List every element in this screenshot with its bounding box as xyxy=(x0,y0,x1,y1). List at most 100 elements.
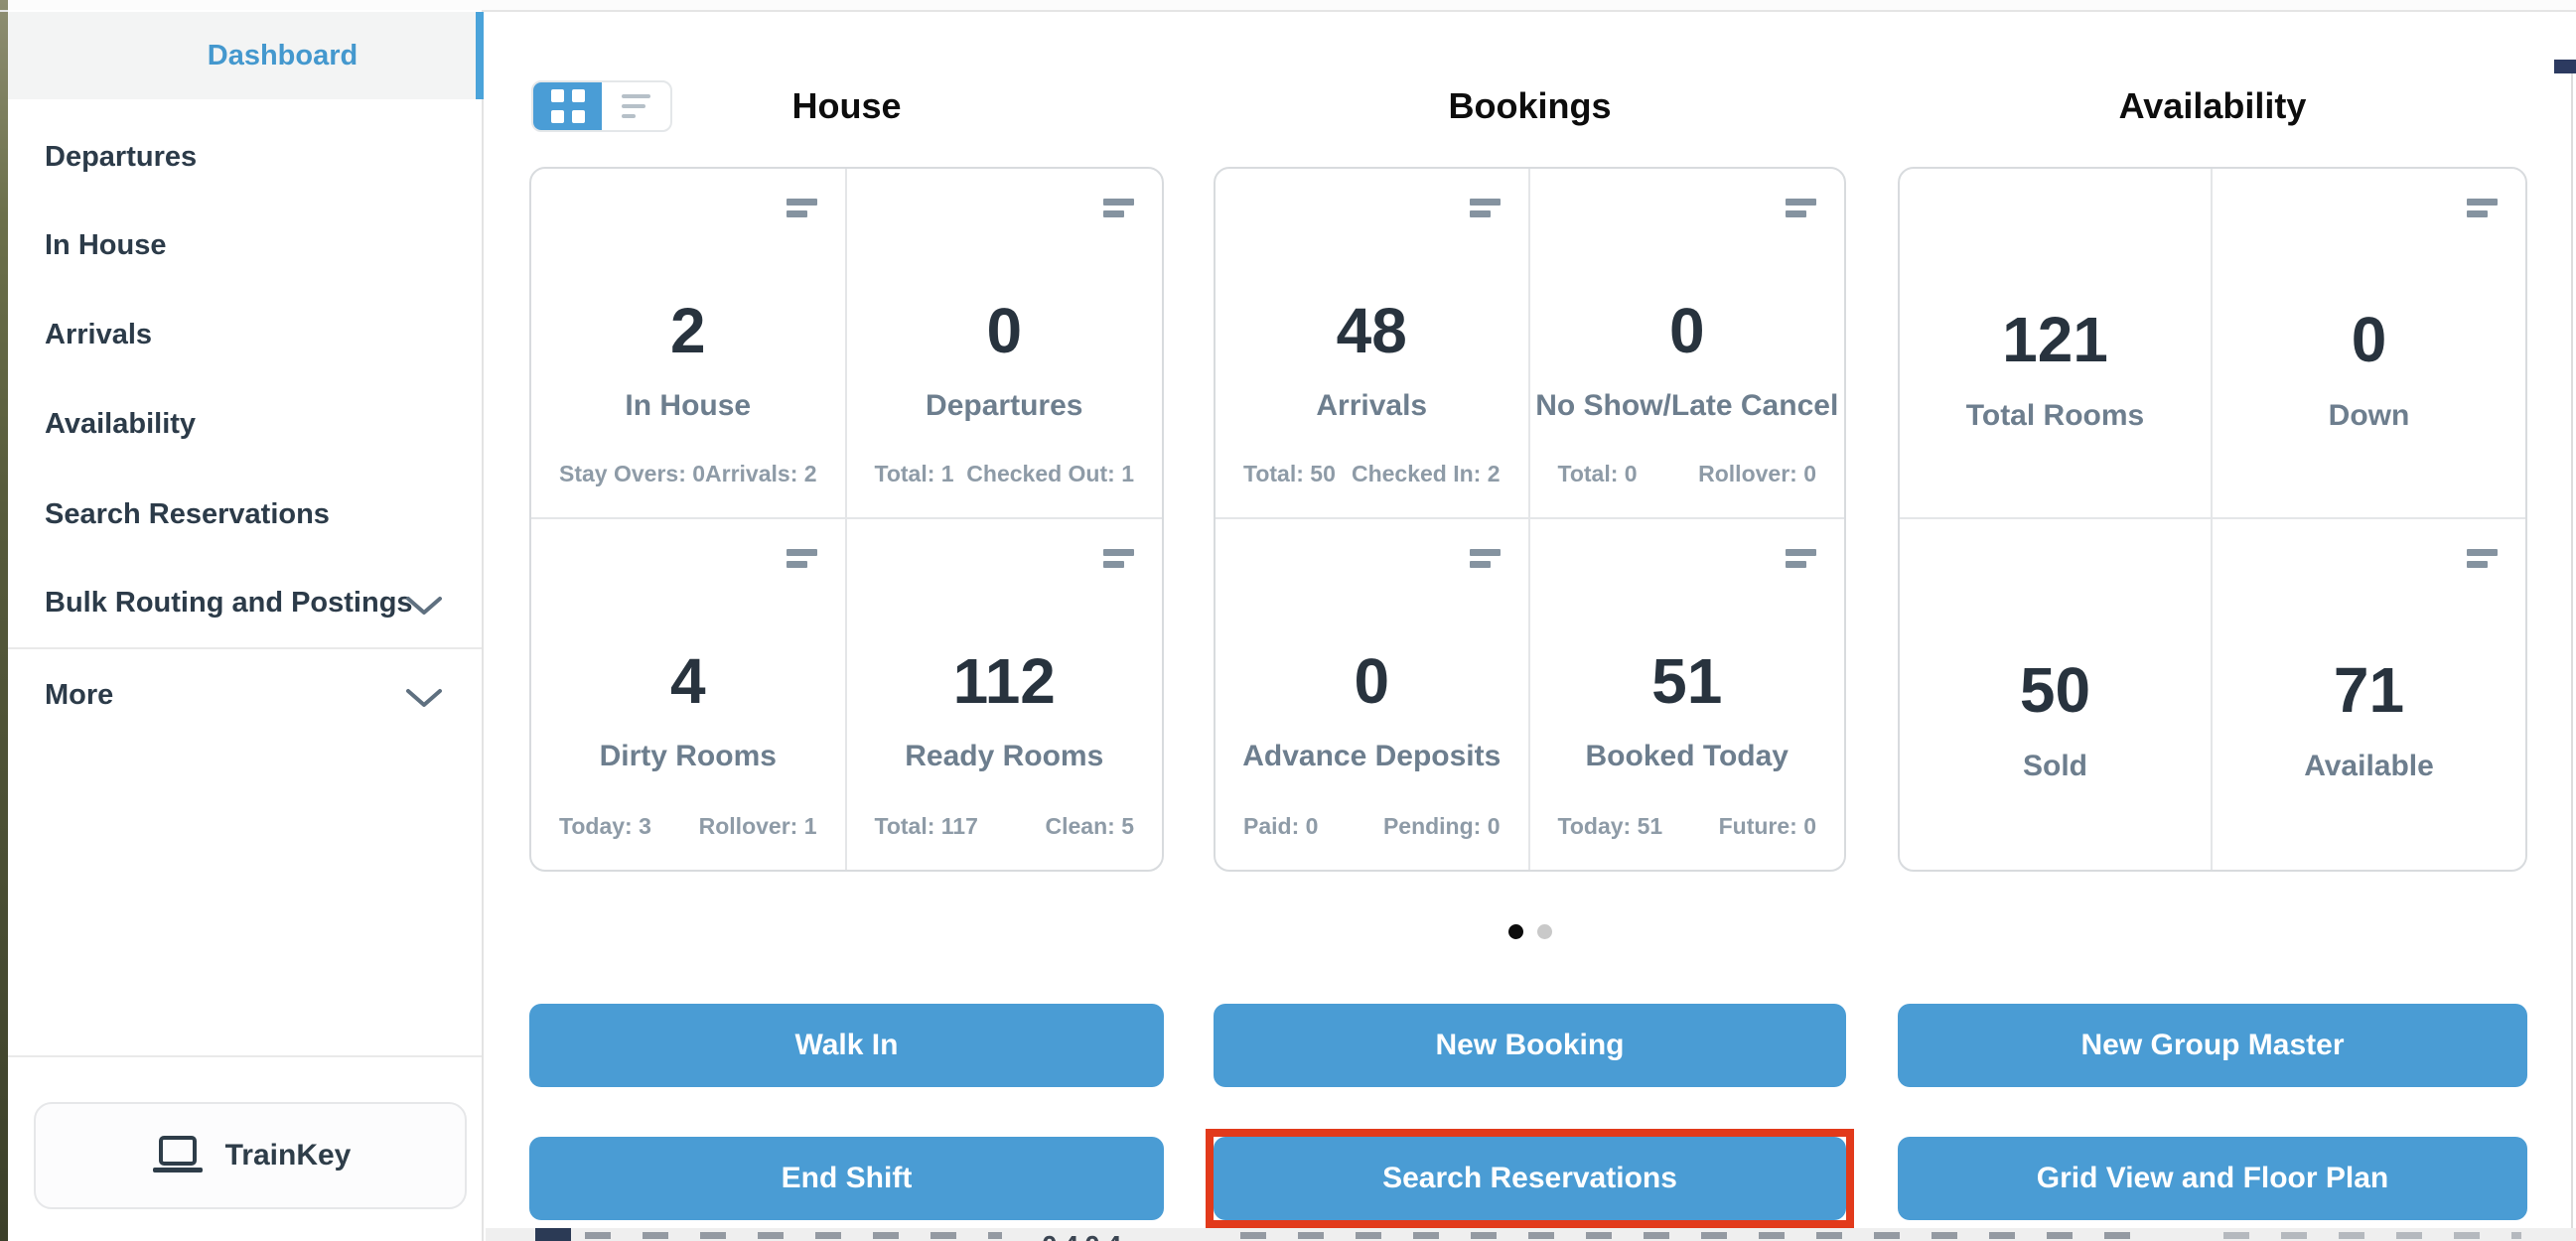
card-label: Dirty Rooms xyxy=(599,740,777,772)
availability-card-group: 121 Total Rooms 0 Down 50 Sold 71 Availa… xyxy=(1898,167,2527,872)
card-label: Total Rooms xyxy=(1965,399,2145,432)
walk-in-button[interactable]: Walk In xyxy=(529,1004,1164,1087)
carousel-dot-active[interactable] xyxy=(1507,924,1523,939)
list-view-button[interactable] xyxy=(602,82,670,130)
card-menu-icon[interactable] xyxy=(1469,199,1501,217)
card-stat-left: Paid: 0 xyxy=(1243,813,1319,839)
card-stat-right: Checked Out: 1 xyxy=(966,461,1134,486)
active-indicator-bar xyxy=(476,12,484,99)
card-label: Arrivals xyxy=(1316,389,1428,422)
sidebar-item-in-house[interactable]: In House xyxy=(45,229,167,261)
stat-card-advance-deposits[interactable]: 0 Advance Deposits Paid: 0 Pending: 0 xyxy=(1216,519,1530,870)
bookings-card-group: 48 Arrivals Total: 50 Checked In: 2 0 No… xyxy=(1214,167,1846,872)
stat-card-booked-today[interactable]: 51 Booked Today Today: 51 Future: 0 xyxy=(1530,519,1845,870)
clipped-footer-block xyxy=(535,1228,571,1241)
card-value: 2 xyxy=(669,295,706,366)
sidebar-item-label: Dashboard xyxy=(207,40,358,71)
new-booking-button[interactable]: New Booking xyxy=(1214,1004,1846,1087)
window-top-band xyxy=(8,0,2576,10)
card-stat-right: Arrivals: 2 xyxy=(705,461,817,486)
grid-view-floor-plan-button[interactable]: Grid View and Floor Plan xyxy=(1898,1137,2527,1220)
card-value: 50 xyxy=(2019,654,2091,726)
sidebar-item-availability[interactable]: Availability xyxy=(45,408,197,440)
stat-card-no-show[interactable]: 0 No Show/Late Cancel Total: 0 Rollover:… xyxy=(1529,169,1844,519)
view-mode-toggle xyxy=(531,80,672,132)
card-label: Advance Deposits xyxy=(1242,740,1502,772)
trainkey-button[interactable]: TrainKey xyxy=(34,1102,467,1209)
card-menu-icon[interactable] xyxy=(786,549,817,568)
new-group-master-button[interactable]: New Group Master xyxy=(1898,1004,2527,1087)
card-stat-right: Future: 0 xyxy=(1718,813,1816,839)
chevron-down-icon xyxy=(406,597,442,615)
stat-card-total-rooms[interactable]: 121 Total Rooms xyxy=(1900,169,2213,519)
card-menu-icon[interactable] xyxy=(1786,199,1816,217)
card-label: In House xyxy=(625,389,752,422)
stat-card-dirty-rooms[interactable]: 4 Dirty Rooms Today: 3 Rollover: 1 xyxy=(531,519,847,870)
laptop-icon xyxy=(152,1136,203,1172)
clipped-footer-row: 0404 xyxy=(486,1228,2576,1241)
card-stat-left: Total: 1 xyxy=(874,461,954,486)
carousel-dots xyxy=(1214,924,1846,939)
clipped-footer-text-tops xyxy=(585,1232,1002,1239)
card-value: 0 xyxy=(1668,295,1705,366)
stat-card-departures[interactable]: 0 Departures Total: 1 Checked Out: 1 xyxy=(846,169,1162,519)
card-stat-right: Rollover: 0 xyxy=(1698,461,1816,486)
card-stat-left: Total: 50 xyxy=(1243,461,1336,486)
card-value: 4 xyxy=(669,645,706,717)
sidebar-item-arrivals[interactable]: Arrivals xyxy=(45,319,153,350)
card-menu-icon[interactable] xyxy=(1103,199,1134,217)
clipped-edge-element xyxy=(2554,60,2576,73)
trainkey-label: TrainKey xyxy=(224,1139,352,1172)
sidebar-item-more[interactable]: More xyxy=(45,679,114,711)
window-top-border xyxy=(0,10,2576,12)
carousel-dot[interactable] xyxy=(1536,924,1552,939)
card-value: 48 xyxy=(1336,295,1407,366)
card-label: No Show/Late Cancel xyxy=(1535,389,1839,422)
stat-card-down[interactable]: 0 Down xyxy=(2213,169,2525,519)
card-label: Down xyxy=(2328,399,2410,432)
card-menu-icon[interactable] xyxy=(1469,549,1501,568)
stat-card-arrivals[interactable]: 48 Arrivals Total: 50 Checked In: 2 xyxy=(1216,169,1530,519)
list-view-icon xyxy=(622,94,650,118)
card-value: 51 xyxy=(1651,645,1723,717)
sidebar-item-departures[interactable]: Departures xyxy=(45,141,198,173)
card-value: 0 xyxy=(1354,645,1390,717)
card-stat-right: Clean: 5 xyxy=(1045,813,1134,839)
sidebar-item-dashboard[interactable]: Dashboard xyxy=(8,12,484,99)
sidebar-item-search-reservations[interactable]: Search Reservations xyxy=(45,498,330,530)
card-stat-left: Total: 0 xyxy=(1557,461,1638,486)
sidebar-divider xyxy=(8,1055,482,1057)
card-menu-icon[interactable] xyxy=(2467,549,2498,568)
card-stat-left: Today: 3 xyxy=(559,813,651,839)
card-menu-icon[interactable] xyxy=(786,199,817,217)
stat-card-sold[interactable]: 50 Sold xyxy=(1900,519,2213,870)
end-shift-button[interactable]: End Shift xyxy=(529,1137,1164,1220)
card-label: Booked Today xyxy=(1585,740,1789,772)
card-value: 71 xyxy=(2333,654,2405,726)
search-reservations-button[interactable]: Search Reservations xyxy=(1214,1137,1846,1220)
card-menu-icon[interactable] xyxy=(2467,199,2498,217)
sidebar-divider xyxy=(8,647,482,649)
grid-view-button[interactable] xyxy=(533,82,602,130)
card-label: Departures xyxy=(926,389,1083,422)
card-stat-right: Pending: 0 xyxy=(1382,813,1501,839)
card-value: 112 xyxy=(952,645,1056,717)
card-value: 0 xyxy=(2351,304,2387,375)
stat-card-ready-rooms[interactable]: 112 Ready Rooms Total: 117 Clean: 5 xyxy=(847,519,1163,870)
stat-card-available[interactable]: 71 Available xyxy=(2213,519,2525,870)
section-title-house: House xyxy=(791,85,902,126)
card-label: Available xyxy=(2304,750,2434,782)
sidebar: Dashboard Departures In House Arrivals A… xyxy=(8,10,484,1241)
clipped-footer-text-tops xyxy=(2223,1232,2521,1239)
section-title-availability: Availability xyxy=(2118,85,2307,126)
clipped-footer-fragment: 0404 xyxy=(1042,1230,1127,1241)
card-stat-left: Stay Overs: 0 xyxy=(559,461,706,486)
sidebar-item-bulk-routing[interactable]: Bulk Routing and Postings xyxy=(45,587,413,619)
card-menu-icon[interactable] xyxy=(1786,549,1816,568)
stat-card-in-house[interactable]: 2 In House Stay Overs: 0 Arrivals: 2 xyxy=(531,169,847,519)
grid-view-icon xyxy=(550,89,585,123)
card-label: Sold xyxy=(2023,750,2087,782)
card-value: 0 xyxy=(986,295,1023,366)
card-menu-icon[interactable] xyxy=(1103,549,1134,568)
